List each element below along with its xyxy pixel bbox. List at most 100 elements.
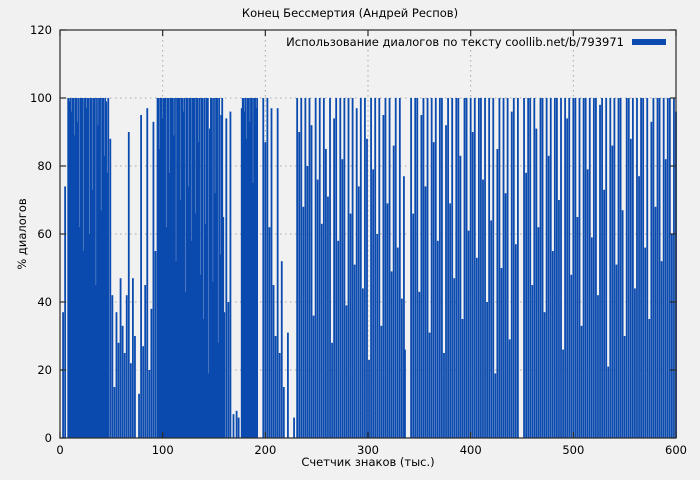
bar <box>166 98 169 438</box>
bar <box>140 115 143 438</box>
bar <box>272 285 275 438</box>
bar <box>83 98 86 438</box>
legend-line-sample <box>632 39 666 45</box>
bar <box>72 98 75 438</box>
bar <box>601 98 603 438</box>
bar <box>251 98 253 438</box>
bar <box>308 98 311 438</box>
bar <box>339 98 342 438</box>
bar <box>484 98 486 438</box>
bar <box>445 125 447 438</box>
bar <box>182 111 185 438</box>
bar <box>64 186 67 438</box>
bar <box>416 98 419 438</box>
bar <box>543 312 546 438</box>
bar <box>310 125 313 438</box>
bar <box>380 325 383 438</box>
bar <box>597 295 599 438</box>
bar <box>605 98 608 438</box>
bar <box>91 189 94 438</box>
bar <box>666 98 669 438</box>
bar <box>361 288 364 438</box>
bar <box>592 98 595 438</box>
bar <box>488 98 491 438</box>
bar <box>201 98 204 438</box>
legend: Использование диалогов по тексту coollib… <box>286 35 666 49</box>
bar <box>69 98 72 438</box>
bar <box>469 98 472 438</box>
bar <box>179 200 182 438</box>
bar <box>214 193 216 438</box>
bar <box>266 98 269 438</box>
bar <box>451 98 454 438</box>
bar <box>75 98 78 438</box>
bar <box>471 132 474 438</box>
bar <box>172 98 174 438</box>
bar <box>508 339 511 438</box>
bar <box>177 98 179 438</box>
bar <box>570 274 573 438</box>
bar <box>562 349 564 438</box>
bar <box>100 210 102 438</box>
bar <box>496 149 499 438</box>
bar <box>304 98 307 438</box>
bar <box>250 98 252 438</box>
bar <box>165 227 168 438</box>
bar <box>196 98 199 438</box>
bar <box>400 298 403 438</box>
bar <box>615 264 618 438</box>
bar <box>341 159 344 438</box>
bar <box>245 138 248 439</box>
bar <box>398 98 401 438</box>
bar <box>574 98 577 438</box>
bar <box>359 98 362 438</box>
bar <box>613 98 616 438</box>
bar <box>642 98 645 438</box>
bar <box>611 145 614 438</box>
bar <box>316 179 319 438</box>
bar <box>430 98 433 438</box>
bar <box>390 271 393 438</box>
bar <box>103 155 106 439</box>
bar <box>388 98 391 438</box>
bar <box>349 213 352 438</box>
bar <box>144 285 147 438</box>
bar <box>131 278 134 438</box>
bar <box>99 98 101 438</box>
bar <box>516 98 519 438</box>
bar <box>629 138 632 439</box>
bar <box>162 98 165 438</box>
bar <box>105 101 108 439</box>
bar <box>180 98 183 438</box>
bar <box>646 98 649 438</box>
bar <box>370 98 372 438</box>
x-tick-label: 200 <box>254 443 276 457</box>
bar <box>337 240 340 438</box>
bar <box>185 98 188 438</box>
bar <box>129 363 132 438</box>
bar <box>376 234 379 438</box>
bar <box>549 98 552 438</box>
bar <box>357 186 360 438</box>
bar <box>368 359 370 438</box>
bar <box>533 98 536 438</box>
bar <box>457 98 460 438</box>
bar <box>335 98 338 438</box>
bar <box>560 98 562 438</box>
y-tick-label: 60 <box>37 227 52 241</box>
bar <box>204 223 207 438</box>
bar <box>480 98 482 438</box>
bar <box>200 98 203 438</box>
bar <box>662 98 665 438</box>
bar <box>523 98 525 438</box>
bar <box>453 278 456 438</box>
bar <box>121 325 124 438</box>
bar <box>97 125 99 438</box>
bar <box>212 281 214 438</box>
bar <box>194 213 197 438</box>
bar <box>412 213 415 438</box>
y-tick-label: 100 <box>30 91 52 105</box>
bar <box>68 101 71 439</box>
bar <box>107 98 110 438</box>
bar <box>85 108 88 438</box>
